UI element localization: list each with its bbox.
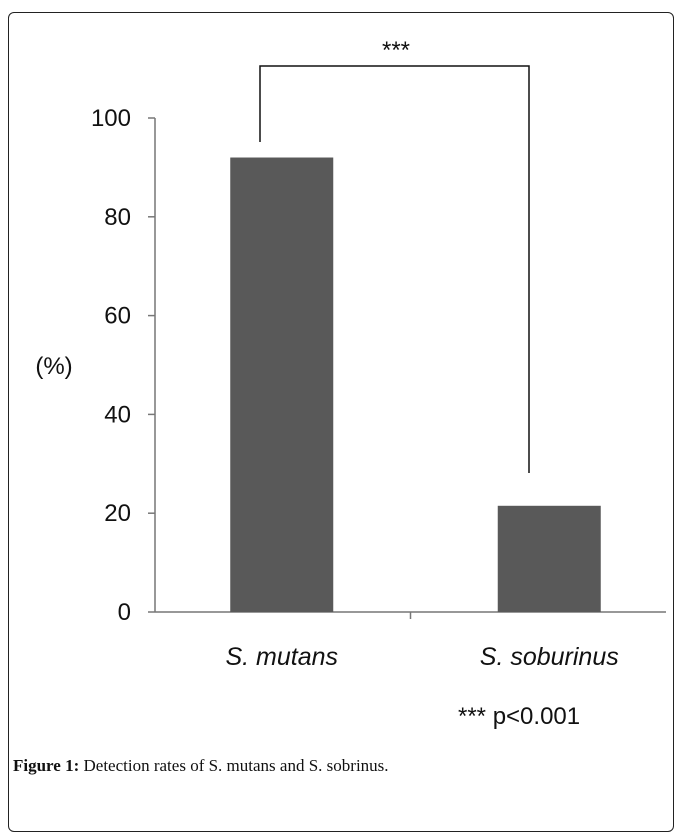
category-label: S. mutans: [225, 643, 338, 671]
category-labels: S. mutans S. soburinus: [225, 643, 618, 671]
y-tick-label: 100: [91, 105, 131, 132]
significance-label: ***: [382, 37, 410, 64]
y-tick-label: 20: [104, 500, 131, 527]
y-tick-label: 80: [104, 204, 131, 231]
caption-text: Detection rates of S. mutans and S. sobr…: [83, 756, 389, 775]
y-tick-label: 0: [118, 599, 131, 626]
y-axis-label: (%): [35, 353, 72, 380]
bars: [230, 157, 601, 619]
bar: [497, 505, 601, 612]
y-tick-label: 60: [104, 303, 131, 330]
y-ticks: 0 20 40 60 80 100: [91, 105, 155, 626]
bar: [230, 157, 334, 612]
y-tick-label: 40: [104, 401, 131, 428]
significance-bracket: [259, 65, 530, 473]
category-label: S. soburinus: [480, 643, 619, 671]
caption-label: Figure 1:: [13, 756, 80, 775]
bar-chart: (%) 0 20 40 60 80 100 S. mutans S. soburinus *…: [35, 37, 666, 730]
p-value-note: *** p<0.001: [458, 703, 580, 730]
figure-caption: Figure 1: Detection rates of S. mutans a…: [13, 756, 389, 776]
